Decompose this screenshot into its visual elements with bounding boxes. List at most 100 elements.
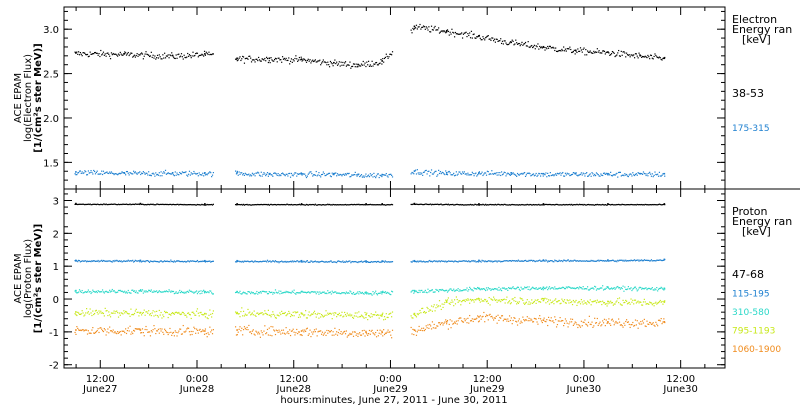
data-point	[273, 292, 276, 294]
data-point	[482, 203, 484, 205]
data-point	[482, 315, 484, 318]
data-point	[147, 203, 149, 205]
data-point	[185, 314, 187, 316]
data-point	[343, 173, 345, 175]
data-point	[331, 290, 333, 292]
data-point	[535, 287, 537, 289]
data-point	[512, 172, 514, 174]
data-point	[569, 174, 571, 177]
data-point	[145, 204, 147, 206]
data-point	[305, 330, 307, 333]
data-point	[325, 260, 327, 263]
data-point	[522, 173, 524, 175]
data-point	[642, 204, 645, 206]
data-point	[308, 333, 310, 335]
data-point	[495, 315, 497, 318]
data-point	[633, 54, 635, 56]
data-point	[452, 31, 454, 34]
data-point	[336, 173, 339, 175]
data-point	[101, 173, 104, 176]
data-point	[587, 321, 590, 323]
data-point	[477, 173, 480, 175]
x-tick-label: June28	[275, 384, 311, 395]
data-point	[425, 26, 427, 28]
data-point	[304, 59, 306, 61]
data-point	[289, 63, 291, 65]
data-point	[621, 203, 623, 205]
data-point	[314, 313, 316, 315]
data-point	[86, 308, 88, 310]
data-point	[576, 203, 578, 205]
data-point	[588, 174, 590, 176]
data-point	[509, 303, 512, 305]
data-point	[179, 328, 182, 330]
data-point	[436, 175, 438, 177]
data-point	[444, 203, 446, 206]
data-point	[635, 324, 637, 326]
data-point	[256, 260, 258, 263]
data-point	[458, 300, 460, 302]
data-point	[252, 174, 254, 176]
data-point	[332, 331, 334, 333]
data-point	[99, 291, 101, 293]
data-point	[386, 175, 388, 177]
data-point	[567, 173, 569, 175]
data-point	[616, 261, 618, 263]
data-point	[522, 316, 524, 318]
data-point	[451, 28, 453, 30]
data-point	[411, 171, 413, 174]
y-tick-label: -1	[49, 328, 59, 339]
data-point	[596, 173, 598, 175]
data-point	[521, 203, 523, 206]
data-point	[177, 203, 179, 205]
data-point	[340, 314, 342, 316]
data-point	[448, 170, 450, 173]
data-point	[369, 293, 371, 295]
data-point	[541, 204, 543, 206]
data-point	[362, 60, 364, 63]
x-tick-label: 0:00	[379, 374, 401, 385]
data-point	[205, 260, 207, 262]
data-point	[444, 173, 446, 176]
data-point	[532, 203, 535, 206]
data-point	[236, 172, 238, 174]
data-point	[262, 204, 264, 206]
data-point	[558, 287, 560, 289]
data-point	[638, 260, 640, 262]
data-point	[356, 261, 358, 263]
data-point	[255, 315, 257, 317]
data-point	[203, 333, 206, 335]
data-point	[492, 288, 494, 290]
data-point	[92, 203, 94, 205]
data-point	[425, 325, 427, 327]
data-point	[595, 260, 598, 262]
data-point	[595, 204, 598, 206]
data-point	[622, 299, 624, 301]
data-point	[566, 204, 568, 206]
data-point	[519, 204, 521, 206]
data-point	[86, 53, 89, 56]
data-point	[154, 55, 156, 57]
data-point	[189, 334, 191, 336]
data-point	[453, 204, 455, 206]
data-point	[577, 302, 579, 304]
data-point	[565, 260, 567, 262]
data-point	[572, 324, 575, 326]
data-point	[620, 50, 622, 52]
legend-title-line: Electron	[732, 13, 777, 26]
data-point	[351, 292, 353, 295]
data-point	[658, 171, 661, 173]
y-tick-label: 2.5	[43, 70, 59, 81]
data-point	[291, 290, 293, 292]
data-point	[426, 306, 428, 309]
data-point	[659, 57, 661, 59]
data-point	[368, 204, 371, 206]
data-point	[155, 260, 157, 263]
data-point	[598, 50, 600, 52]
data-point	[435, 307, 437, 309]
data-point	[170, 173, 172, 175]
data-point	[655, 301, 657, 303]
data-point	[391, 261, 393, 263]
data-point	[500, 171, 503, 173]
data-point	[366, 176, 368, 178]
